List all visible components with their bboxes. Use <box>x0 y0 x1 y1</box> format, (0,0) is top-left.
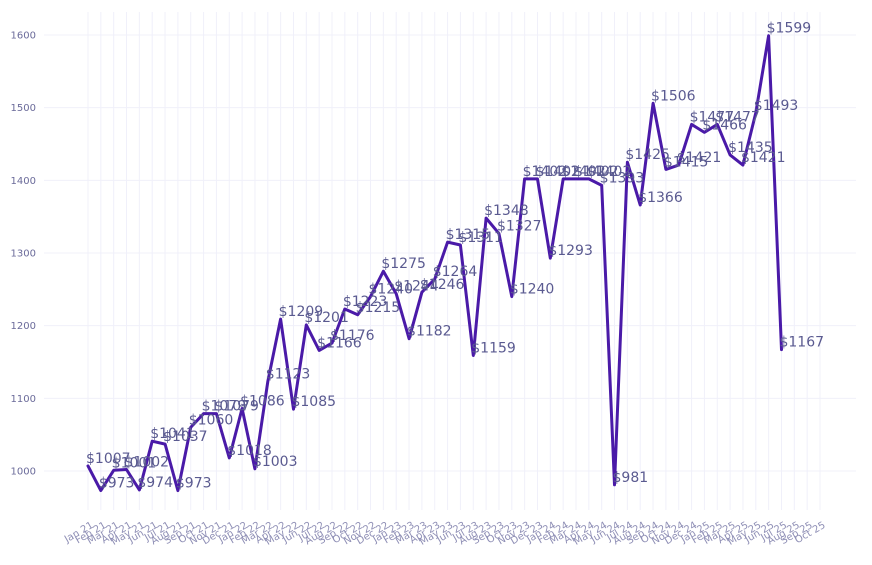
data-label: $1421 <box>741 150 786 166</box>
data-label: $1402 <box>561 164 606 180</box>
data-label: $1402 <box>535 164 580 180</box>
data-label: $973 <box>99 476 135 492</box>
data-label: $1123 <box>266 367 311 383</box>
data-label: $1209 <box>279 304 324 320</box>
data-label: $1182 <box>407 324 452 340</box>
data-label: $1402 <box>587 164 632 180</box>
data-label: $1315 <box>446 227 491 243</box>
y-tick-label: 1600 <box>11 31 36 42</box>
data-label: $1402 <box>574 164 619 180</box>
data-label: $981 <box>613 470 649 486</box>
y-tick-label: 1300 <box>11 249 36 260</box>
data-label: $1275 <box>381 256 426 272</box>
data-label: $1435 <box>728 140 773 156</box>
data-label: $1166 <box>317 335 362 351</box>
data-label: $1477 <box>715 109 760 125</box>
data-label: $1246 <box>420 277 465 293</box>
data-label: $1167 <box>779 335 824 351</box>
series-line-group <box>86 34 783 493</box>
data-label: $1599 <box>767 21 812 37</box>
data-label: $1421 <box>677 150 722 166</box>
y-tick-label: 1200 <box>11 321 36 332</box>
data-label: $1060 <box>189 412 234 428</box>
data-label: $1007 <box>86 451 131 467</box>
data-label: $1493 <box>754 98 799 114</box>
data-label: $1018 <box>227 443 272 459</box>
data-label: $1086 <box>240 394 285 410</box>
data-label: $1293 <box>548 243 593 259</box>
data-label: $974 <box>137 475 173 491</box>
data-label: $1001 <box>112 455 157 471</box>
data-label: $1201 <box>304 310 349 326</box>
data-label: $1240 <box>369 282 414 298</box>
data-label: $1506 <box>651 88 696 104</box>
grid <box>44 12 856 510</box>
data-label: $1223 <box>343 294 388 310</box>
data-label: $1002 <box>125 455 170 471</box>
data-label: $1176 <box>330 328 375 344</box>
data-label: $1079 <box>202 399 247 415</box>
data-label: $1037 <box>163 429 208 445</box>
data-label: $1393 <box>600 170 645 186</box>
data-label: $1366 <box>638 190 683 206</box>
data-label: $1215 <box>356 300 401 316</box>
data-label: $1402 <box>523 164 568 180</box>
data-label: $1240 <box>510 282 555 298</box>
data-label: $1327 <box>497 218 542 234</box>
data-label: $1085 <box>291 394 336 410</box>
y-tick-label: 1500 <box>11 103 36 114</box>
data-label: $1311 <box>458 230 503 246</box>
data-label: $1466 <box>702 117 747 133</box>
series-line <box>86 34 783 493</box>
y-tick-label: 1100 <box>11 394 36 405</box>
data-label: $1079 <box>214 399 259 415</box>
data-labels: $1007 $973 $1001$1002 $974 $1041$1037 $973 $10… <box>86 21 824 492</box>
data-label: $1244 <box>394 279 439 295</box>
y-tick-label: 1400 <box>11 176 36 187</box>
data-label: $1348 <box>484 203 529 219</box>
data-label: $1264 <box>433 264 478 280</box>
data-label: $973 <box>176 476 212 492</box>
y-axis-ticks: 1000 1100 1200 1300 1400 1500 1600 <box>11 31 36 478</box>
y-tick-label: 1000 <box>11 467 36 478</box>
data-label: $1477 <box>690 109 735 125</box>
data-label: $1159 <box>471 340 516 356</box>
data-label: $1415 <box>664 154 709 170</box>
data-label: $1003 <box>253 454 298 470</box>
data-label: $1425 <box>625 147 670 163</box>
data-label: $1041 <box>150 426 195 442</box>
